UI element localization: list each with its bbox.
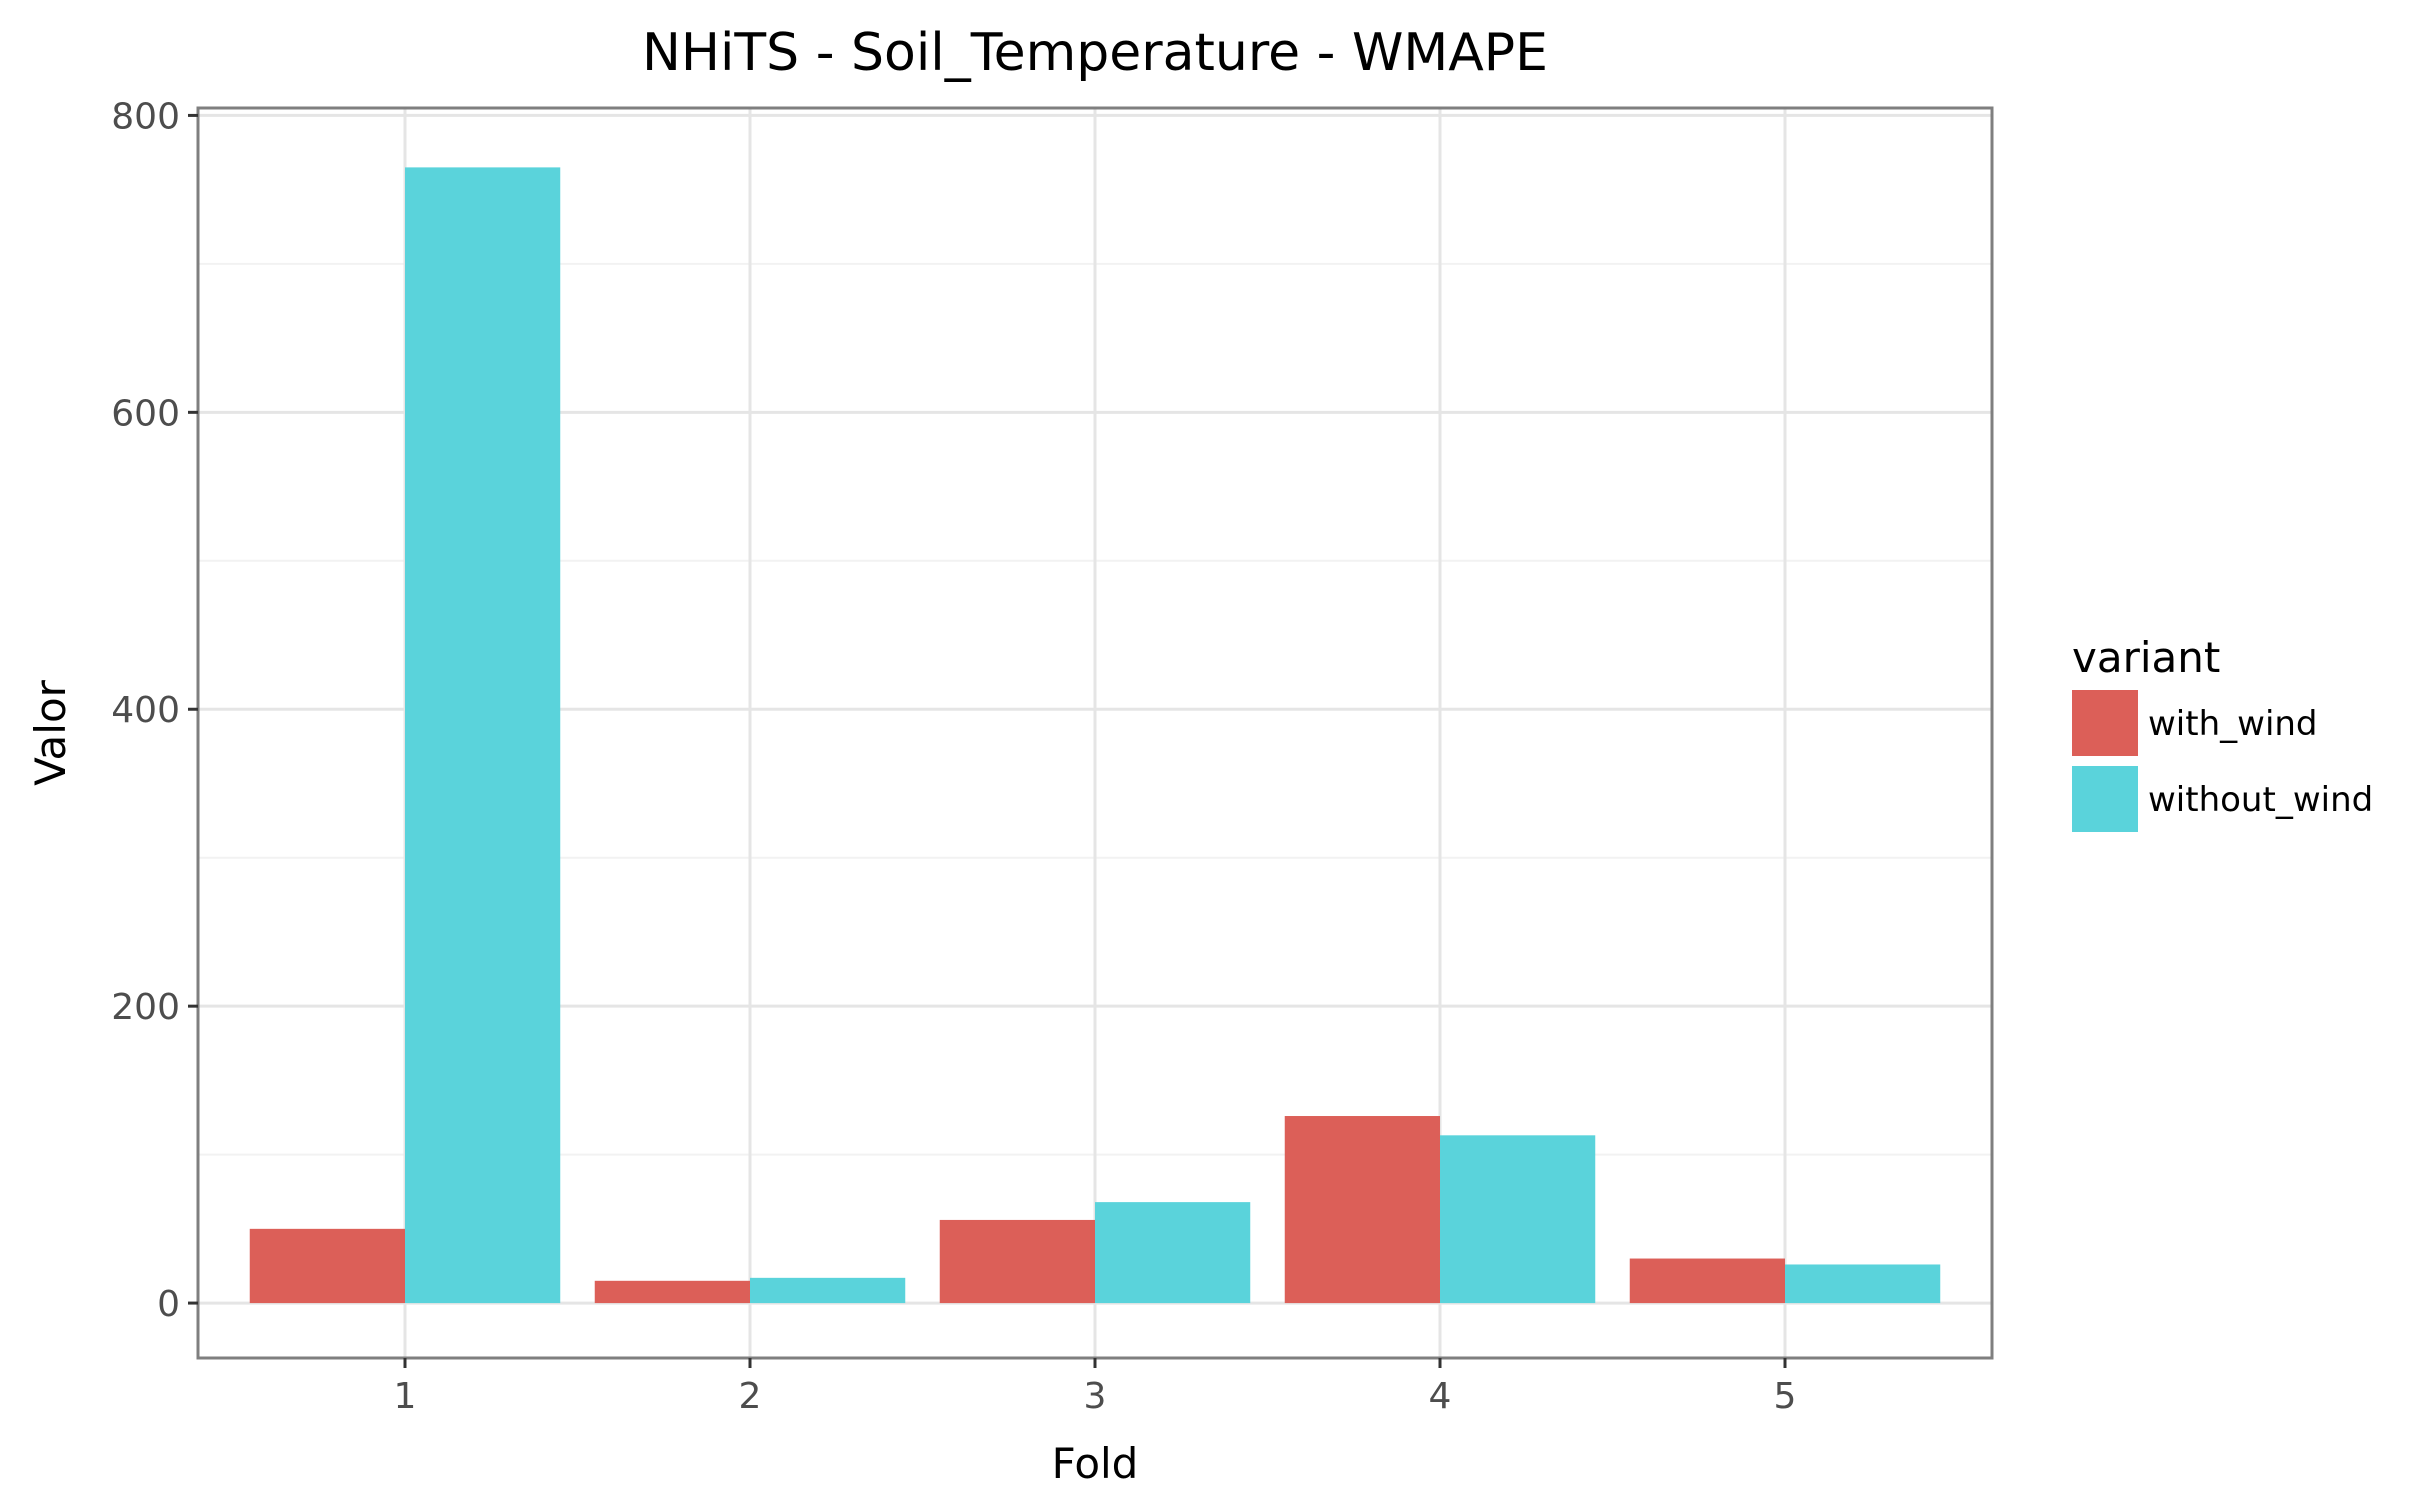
bar-with-wind-fold-1 xyxy=(249,1228,405,1304)
x-tick-label: 1 xyxy=(394,1376,417,1417)
y-tick-label: 600 xyxy=(111,393,180,434)
bar-without-wind-fold-2 xyxy=(750,1277,906,1304)
bar-without-wind-fold-5 xyxy=(1785,1264,1941,1304)
x-tick-label: 2 xyxy=(739,1376,762,1417)
x-axis-ticks: 1 2 3 4 5 xyxy=(394,1358,1797,1417)
bar-with-wind-fold-5 xyxy=(1629,1258,1785,1304)
y-axis-ticks: 0 200 400 600 800 xyxy=(111,96,198,1325)
legend-title: variant xyxy=(2072,633,2220,682)
bar-with-wind-fold-4 xyxy=(1284,1116,1440,1304)
legend-label-with-wind: with_wind xyxy=(2148,704,2318,744)
bar-with-wind-fold-3 xyxy=(939,1219,1095,1304)
bar-without-wind-fold-1 xyxy=(405,167,561,1304)
legend-key-with-wind xyxy=(2072,690,2138,756)
x-tick-label: 5 xyxy=(1774,1376,1797,1417)
x-tick-label: 4 xyxy=(1429,1376,1452,1417)
bar-with-wind-fold-2 xyxy=(594,1280,750,1304)
bar-without-wind-fold-3 xyxy=(1095,1202,1251,1304)
chart-title: NHiTS - Soil_Temperature - WMAPE xyxy=(642,23,1548,83)
legend-label-without-wind: without_wind xyxy=(2148,780,2373,820)
bar-without-wind-fold-4 xyxy=(1440,1135,1596,1304)
x-axis-label: Fold xyxy=(1052,1439,1139,1488)
y-tick-label: 200 xyxy=(111,987,180,1028)
y-axis-label: Valor xyxy=(26,679,75,786)
x-tick-label: 3 xyxy=(1084,1376,1107,1417)
bars xyxy=(249,167,1941,1304)
legend: variant with_wind without_wind xyxy=(2072,633,2373,832)
y-tick-label: 400 xyxy=(111,690,180,731)
legend-key-without-wind xyxy=(2072,766,2138,832)
legend-items: with_wind without_wind xyxy=(2072,690,2373,832)
y-tick-label: 0 xyxy=(157,1284,180,1325)
y-tick-label: 800 xyxy=(111,96,180,137)
